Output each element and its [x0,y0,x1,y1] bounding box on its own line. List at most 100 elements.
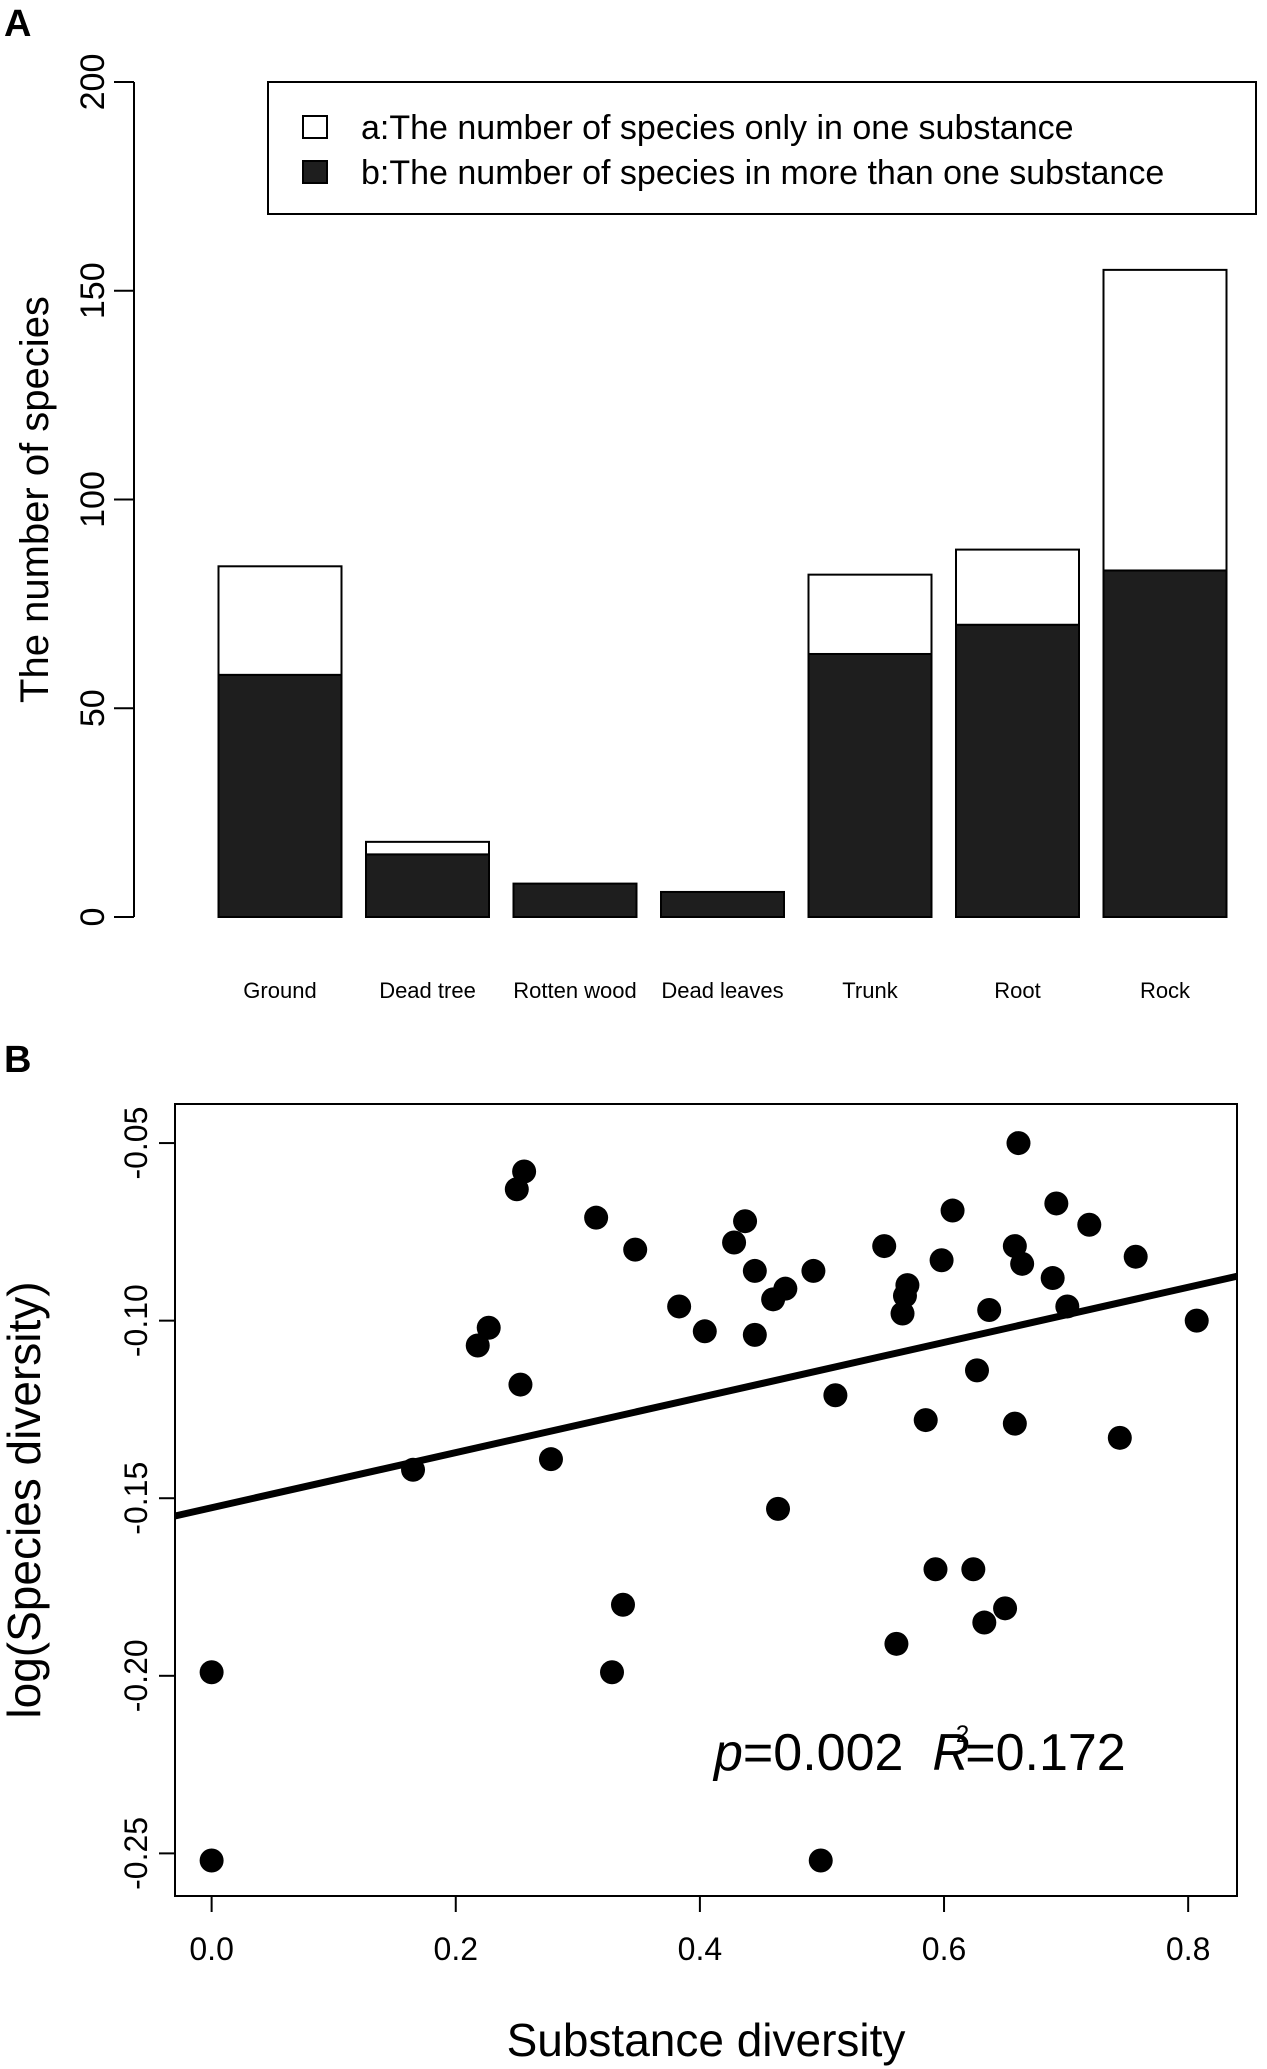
data-point [801,1258,826,1283]
data-point [773,1276,798,1301]
data-point [199,1848,224,1873]
data-point [972,1610,997,1635]
category-label: Dead tree [379,978,476,1003]
y-tick-label-b: -0.10 [118,1284,154,1357]
data-point [512,1159,537,1184]
category-label: Ground [243,978,316,1003]
point-group [199,1131,1209,1873]
bar [955,548,1080,626]
data-point [808,1848,833,1873]
scatter-plot: 0.0 0.2 0.4 0.6 0.8 -0.05 -0.10 -0.15 -0.20 -0.2… [0,1103,1238,2066]
data-point [977,1297,1002,1322]
y-tick-label-b: -0.25 [118,1817,154,1890]
bar-group [217,268,1228,919]
category-label: Rotten wood [513,978,637,1003]
y-tick-label-a: 200 [74,54,112,111]
category-label: Trunk [842,978,898,1003]
bar [217,565,343,676]
data-point [766,1496,791,1521]
data-point [895,1273,920,1298]
legend-swatch-a [302,115,328,139]
y-axis-a: 0 50 100 150 200 [74,54,135,926]
y-axis-title-b: log(Species diversity) [0,1281,50,1718]
r-value: =0.172 [965,1724,1126,1782]
bar [1102,268,1228,572]
data-point [1123,1244,1148,1269]
bar [660,890,785,919]
data-point [1006,1131,1031,1156]
data-point [1010,1251,1035,1276]
data-point [722,1230,747,1255]
data-point [623,1237,648,1262]
panel-label-b: B [4,1039,31,1081]
regression-line [174,1272,1238,1520]
legend: a:The number of species only in one subs… [267,81,1257,215]
category-label: Dead leaves [661,978,783,1003]
y-tick-label-b: -0.15 [118,1462,154,1535]
legend-swatch-b [302,160,328,184]
data-point [1184,1308,1209,1333]
p-symbol: p [712,1724,743,1782]
p-value: =0.002 [743,1724,932,1782]
data-point [940,1198,965,1223]
y-axis-b: -0.05 -0.10 -0.15 -0.20 -0.25 [118,1107,175,1890]
data-point [610,1592,635,1617]
statistics-annotation: p=0.002 R2=0.172 [712,1721,1126,1782]
y-tick-label-b: -0.05 [118,1107,154,1180]
data-point [923,1557,948,1582]
legend-box [267,81,1257,215]
x-axis-b: 0.0 0.2 0.4 0.6 0.8 [189,1896,1210,1967]
x-tick-label-b: 0.4 [678,1931,722,1967]
data-point [476,1315,501,1340]
data-point [884,1631,909,1656]
y-tick-label-a: 100 [74,471,112,528]
data-point [964,1358,989,1383]
bar [512,882,638,918]
bar [217,673,343,918]
panel-label-a: A [4,3,31,45]
data-point [872,1234,897,1259]
bar [365,840,490,856]
bar [1102,569,1228,918]
data-point [692,1319,717,1344]
data-point [823,1383,848,1408]
bar-chart: 0 50 100 150 200 Ground Dead tree Rotten wood D… [13,54,1257,1003]
data-point [890,1301,915,1326]
x-tick-label-b: 0.0 [189,1931,233,1967]
bar [365,853,490,918]
y-tick-label-a: 50 [74,689,112,727]
category-label: Rock [1140,978,1191,1003]
category-label: Root [994,978,1040,1003]
data-point [913,1408,938,1433]
x-tick-label-b: 0.2 [434,1931,478,1967]
data-point [1077,1212,1102,1237]
data-point [733,1209,758,1234]
data-point [465,1333,490,1358]
data-point [993,1596,1018,1621]
legend-entry-a: a:The number of species only in one subs… [361,109,1074,147]
data-point [1040,1266,1065,1291]
r-symbol: R [932,1724,970,1782]
r-superscript: 2 [956,1721,969,1748]
category-labels: Ground Dead tree Rotten wood Dead leaves Tru… [243,978,1191,1003]
data-point [961,1557,986,1582]
y-tick-label-b: -0.20 [118,1639,154,1712]
bar [807,573,933,655]
y-axis-title-a: The number of species [13,296,57,703]
legend-entry-b: b:The number of species in more than one… [361,154,1164,192]
plot-frame [174,1103,1238,1897]
data-point [742,1322,767,1347]
data-point [584,1205,609,1230]
bar [807,652,933,918]
y-tick-label-a: 150 [74,262,112,319]
data-point [742,1258,767,1283]
data-point [667,1294,692,1319]
x-axis-title-b: Substance diversity [507,2014,906,2066]
data-point [1107,1425,1132,1450]
data-point [1002,1411,1027,1436]
bar [955,623,1080,918]
x-tick-label-b: 0.8 [1166,1931,1210,1967]
data-point [929,1248,954,1273]
data-point [1044,1191,1069,1216]
x-tick-label-b: 0.6 [922,1931,966,1967]
